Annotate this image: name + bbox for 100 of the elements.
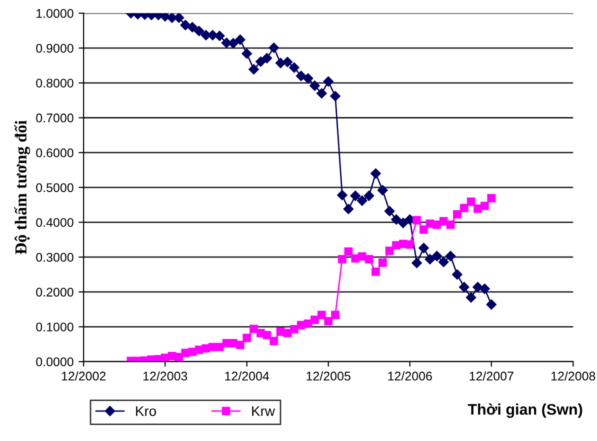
point [188,348,197,356]
point [445,250,456,262]
point [424,254,436,264]
point [446,220,455,229]
point [242,334,251,342]
point [324,317,333,326]
point [310,80,320,91]
point [480,284,490,294]
y-tick-label: 0.8000 [36,78,74,88]
point [406,240,414,249]
y-tick-label: 0.0000 [36,357,74,366]
point [194,346,204,354]
x-tick-label: 12/2003 [143,371,188,381]
x-axis-title: Thời gian (Swn) [468,403,582,418]
point [364,255,374,264]
point [317,310,326,320]
point [420,225,428,234]
point [418,242,429,254]
point [214,30,225,41]
point [276,327,285,336]
point [187,22,198,32]
point [466,198,476,206]
point [160,13,170,22]
point [385,246,394,255]
x-tick-label: 12/2007 [470,371,514,381]
point [215,342,224,352]
point [248,64,259,74]
y-tick-label: 0.1000 [36,322,74,332]
point [372,268,380,276]
point [392,241,400,250]
point [438,256,449,268]
point [316,88,327,98]
point [460,204,468,212]
point [453,210,462,218]
point [378,258,387,267]
point [331,310,340,320]
point [262,330,272,340]
point [487,194,496,202]
point [262,53,272,64]
point [296,70,306,82]
point [236,340,244,350]
x-tick-label: 12/2006 [388,371,432,381]
point [268,42,279,53]
point [356,196,368,206]
point [486,299,496,310]
y-tick-label: 0.7000 [36,114,74,122]
point [459,282,470,292]
point [338,255,346,264]
point [350,190,360,201]
point [235,34,246,45]
point [358,252,366,261]
point [472,282,483,292]
point [302,73,314,84]
x-tick-label: 12/2005 [306,371,350,381]
point [256,56,266,67]
point [432,250,442,262]
x-tick-label: 12/2002 [62,371,106,381]
y-axis-title: Độ thấm tương đối [14,120,30,254]
point [384,206,395,216]
point [337,190,348,200]
point [275,58,286,68]
point [378,185,388,196]
point [370,168,381,179]
point [452,269,462,280]
point [180,20,191,30]
point [194,26,204,36]
point [270,336,278,346]
point [323,76,334,87]
legend-label: Krw [252,406,275,416]
point [480,202,489,210]
legend-label: Kro [136,406,156,416]
point [466,292,476,303]
point [282,56,293,68]
point [439,217,448,226]
point [304,319,312,328]
point [250,324,258,334]
point [412,258,422,268]
x-tick-label: 12/2004 [225,371,270,381]
point [412,216,421,224]
point [344,247,353,256]
y-tick-label: 0.2000 [36,288,74,297]
point [290,325,298,334]
y-tick-label: 0.9000 [36,44,74,53]
point [228,38,238,48]
point [364,190,374,201]
x-tick-label: 12/2008 [551,371,596,381]
point [310,316,319,324]
point [242,48,252,59]
point [391,214,402,225]
y-tick-label: 0.5000 [36,183,74,192]
point [229,338,238,348]
y-tick-label: 0.6000 [36,148,74,158]
point [398,218,408,228]
y-tick-label: 1.0000 [36,9,74,18]
point [432,220,442,229]
point [343,204,354,214]
point [474,204,482,213]
point [330,91,340,102]
y-tick-label: 0.3000 [36,252,74,262]
y-tick-label: 0.4000 [36,218,74,227]
